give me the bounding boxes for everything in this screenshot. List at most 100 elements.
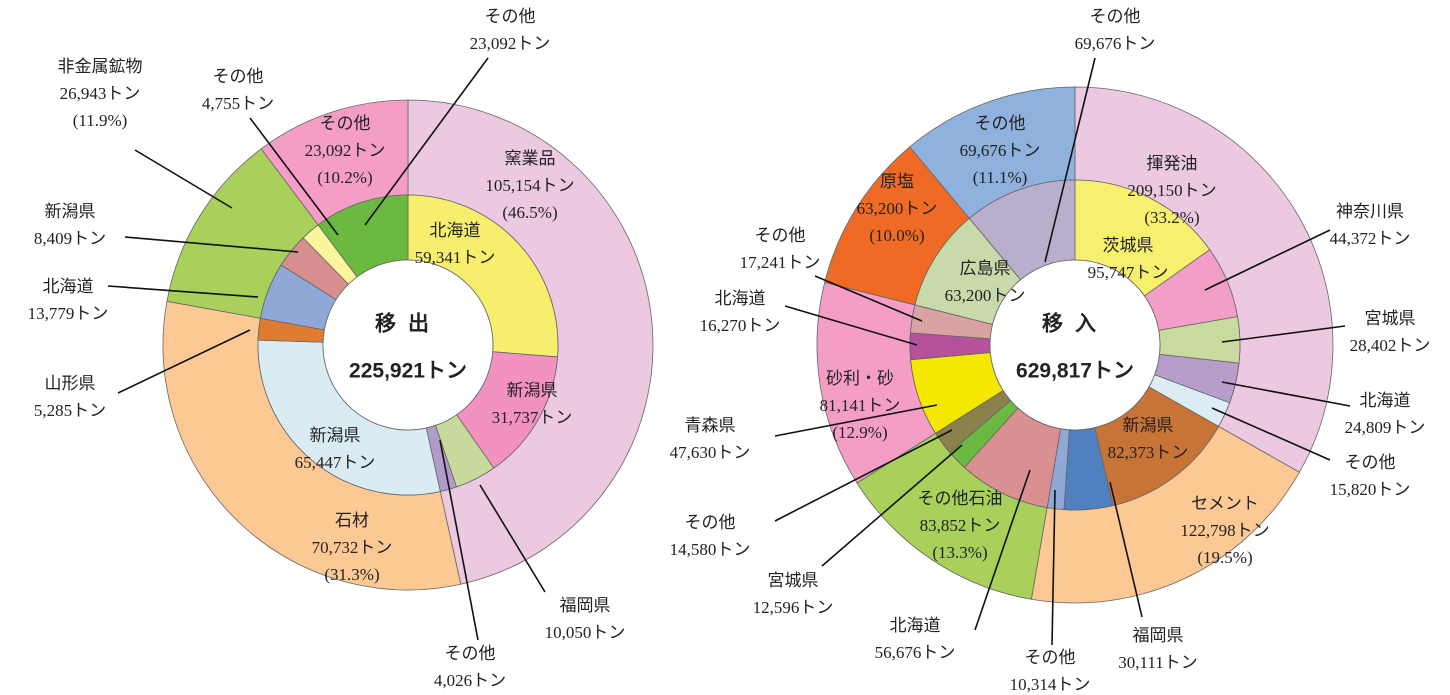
segment-name: 揮発油 (1147, 154, 1198, 173)
segment-name: その他 (485, 7, 536, 26)
segment-value: 16,270トン (700, 316, 781, 335)
segment-value: 105,154トン (485, 176, 574, 195)
segment-name: その他 (685, 513, 736, 532)
leader-line (124, 236, 299, 253)
leader-line (479, 484, 546, 593)
segment-value: 23,092トン (305, 141, 386, 160)
segment-percent: (10.2%) (317, 168, 372, 187)
segment-name: その他 (975, 114, 1026, 133)
segment-value: 82,373トン (1108, 443, 1189, 462)
segment-name: その他 (1090, 7, 1141, 26)
segment-value: 15,820トン (1330, 480, 1411, 499)
segment-name: 新潟県 (45, 202, 96, 221)
segment-name: 宮城県 (768, 571, 819, 590)
segment-value: 12,596トン (753, 598, 834, 617)
segment-value: 14,580トン (670, 540, 751, 559)
leader-line (249, 117, 339, 236)
segment-name: 砂利・砂 (826, 369, 894, 388)
segment-name: 石材 (335, 511, 369, 530)
leader-line (1109, 481, 1143, 618)
segment-name: 北海道 (43, 277, 94, 296)
center-hole (989, 259, 1161, 431)
segment-percent: (46.5%) (502, 203, 557, 222)
leader-line (134, 149, 233, 209)
segment-value: 69,676トン (960, 141, 1041, 160)
center-total: 629,817トン (1016, 360, 1134, 383)
segment-name: 原塩 (880, 172, 914, 191)
segment-name: 福岡県 (1133, 626, 1184, 645)
leader-line (1211, 407, 1331, 461)
segment-value: 24,809トン (1345, 418, 1426, 437)
segment-value: 56,676トン (875, 643, 956, 662)
segment-value: 122,798トン (1180, 521, 1269, 540)
segment-value: 17,241トン (740, 253, 821, 272)
segment-name: 非金属鉱物 (58, 57, 143, 76)
segment-name: 北海道 (430, 221, 481, 240)
segment-value: 81,141トン (820, 396, 901, 415)
leader-line (1204, 229, 1331, 291)
segment-percent: (11.9%) (73, 111, 128, 130)
segment-name: 窯業品 (505, 149, 556, 168)
center-title: 移入 (1042, 312, 1108, 336)
leader-line (107, 285, 259, 298)
leader-line (774, 429, 953, 522)
segment-name: その他 (320, 114, 371, 133)
segment-value: 63,200トン (945, 286, 1026, 305)
segment-name: 北海道 (1360, 391, 1411, 410)
segment-value: 23,092トン (470, 34, 551, 53)
segment-name: その他 (445, 644, 496, 663)
segment-percent: (11.1%) (973, 168, 1028, 187)
segment-name: その他 (755, 226, 806, 245)
leader-line (1044, 57, 1096, 263)
segment-value: 30,111トン (1118, 653, 1198, 672)
segment-name: 新潟県 (1123, 416, 1174, 435)
segment-name: 新潟県 (310, 426, 361, 445)
center-hole (322, 259, 494, 431)
leader-line (784, 305, 918, 346)
segment-value: 83,852トン (920, 516, 1001, 535)
segment-value: 28,402トン (1350, 336, 1431, 355)
leader-line (439, 439, 479, 641)
segment-name: その他 (213, 67, 264, 86)
segment-percent: (33.2%) (1144, 208, 1199, 227)
leader-line (774, 404, 938, 437)
segment-name: 山形県 (45, 374, 96, 393)
segment-value: 4,026トン (434, 671, 506, 690)
segment-name: 新潟県 (507, 381, 558, 400)
leader-line (814, 275, 923, 322)
segment-name: その他 (1345, 453, 1396, 472)
leader-line (1221, 325, 1346, 343)
segment-value: 63,200トン (857, 199, 938, 218)
leader-line (821, 444, 963, 567)
segment-name: 北海道 (890, 616, 941, 635)
leader-line (974, 469, 1031, 631)
segment-value: 69,676トン (1075, 34, 1156, 53)
segment-value: 44,372トン (1330, 229, 1411, 248)
segment-value: 26,943トン (60, 84, 141, 103)
segment-name: その他 (1025, 648, 1076, 667)
segment-name: その他石油 (918, 489, 1003, 508)
segment-value: 31,737トン (492, 408, 573, 427)
segment-value: 13,779トン (28, 304, 109, 323)
segment-value: 59,341トン (415, 248, 496, 267)
leader-line (117, 329, 251, 394)
segment-name: 宮城県 (1365, 309, 1416, 328)
segment-value: 10,050トン (545, 623, 626, 642)
segment-value: 4,755トン (202, 94, 274, 113)
segment-value: 65,447トン (295, 453, 376, 472)
segment-name: 青森県 (685, 416, 736, 435)
leader-line (364, 57, 489, 226)
segment-name: 茨城県 (1103, 236, 1154, 255)
segment-percent: (12.9%) (832, 423, 887, 442)
segment-name: 北海道 (715, 289, 766, 308)
segment-value: 8,409トン (34, 229, 106, 248)
segment-name: 神奈川県 (1336, 202, 1404, 221)
segment-percent: (31.3%) (324, 565, 379, 584)
segment-percent: (10.0%) (869, 226, 924, 245)
segment-percent: (19.5%) (1197, 548, 1252, 567)
segment-percent: (13.3%) (932, 543, 987, 562)
segment-value: 95,747トン (1088, 263, 1169, 282)
segment-name: 福岡県 (560, 596, 611, 615)
leader-line (1221, 381, 1351, 407)
